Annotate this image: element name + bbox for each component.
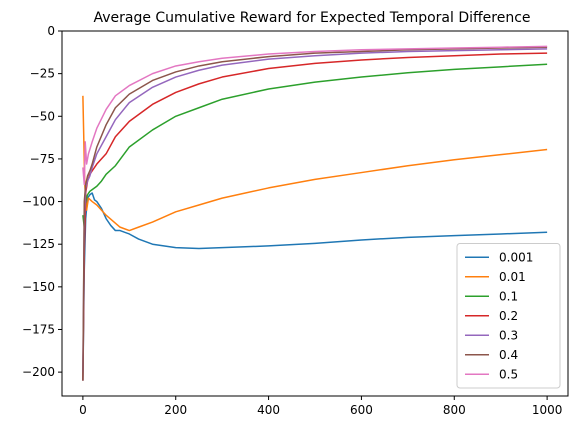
legend-label-1: 0.01 — [499, 270, 526, 284]
plot-lines — [82, 45, 548, 381]
series-line-1 — [82, 95, 548, 232]
series-line-0 — [82, 192, 548, 381]
y-tick-label-8: −200 — [22, 365, 55, 379]
x-tick-label-3: 600 — [350, 403, 373, 417]
chart-title: Average Cumulative Reward for Expected T… — [93, 10, 530, 26]
y-tick-label-5: −125 — [22, 237, 55, 251]
legend-box — [456, 243, 561, 389]
x-tick-label-4: 800 — [443, 403, 466, 417]
series-line-2 — [82, 63, 548, 228]
legend-label-0: 0.001 — [499, 250, 533, 264]
y-tick-label-7: −175 — [22, 322, 55, 336]
legend-label-4: 0.3 — [499, 328, 518, 342]
legend-label-2: 0.1 — [499, 289, 518, 303]
x-tick-label-0: 0 — [79, 403, 87, 417]
x-tick-label-1: 200 — [164, 403, 187, 417]
x-axis: 0 200 400 600 800 1000 — [79, 396, 562, 417]
plot-frame — [61, 30, 569, 397]
y-tick-label-0: 0 — [47, 24, 55, 38]
series-line-4 — [82, 48, 548, 373]
x-tick-label-5: 1000 — [532, 403, 563, 417]
legend-label-5: 0.4 — [499, 348, 518, 362]
y-tick-label-4: −100 — [22, 195, 55, 209]
y-tick-label-3: −75 — [30, 152, 55, 166]
y-axis: 0 −25 −50 −75 −100 −125 −150 −175 −200 — [22, 24, 62, 379]
series-line-6 — [82, 45, 548, 186]
y-tick-label-2: −50 — [30, 109, 55, 123]
legend-label-3: 0.2 — [499, 309, 518, 323]
y-tick-label-1: −25 — [30, 67, 55, 81]
x-tick-label-2: 400 — [257, 403, 280, 417]
series-line-5 — [82, 46, 548, 381]
legend: 0.001 0.01 0.1 0.2 0.3 0.4 0.5 — [456, 243, 561, 389]
legend-label-6: 0.5 — [499, 367, 518, 381]
y-tick-label-6: −150 — [22, 280, 55, 294]
